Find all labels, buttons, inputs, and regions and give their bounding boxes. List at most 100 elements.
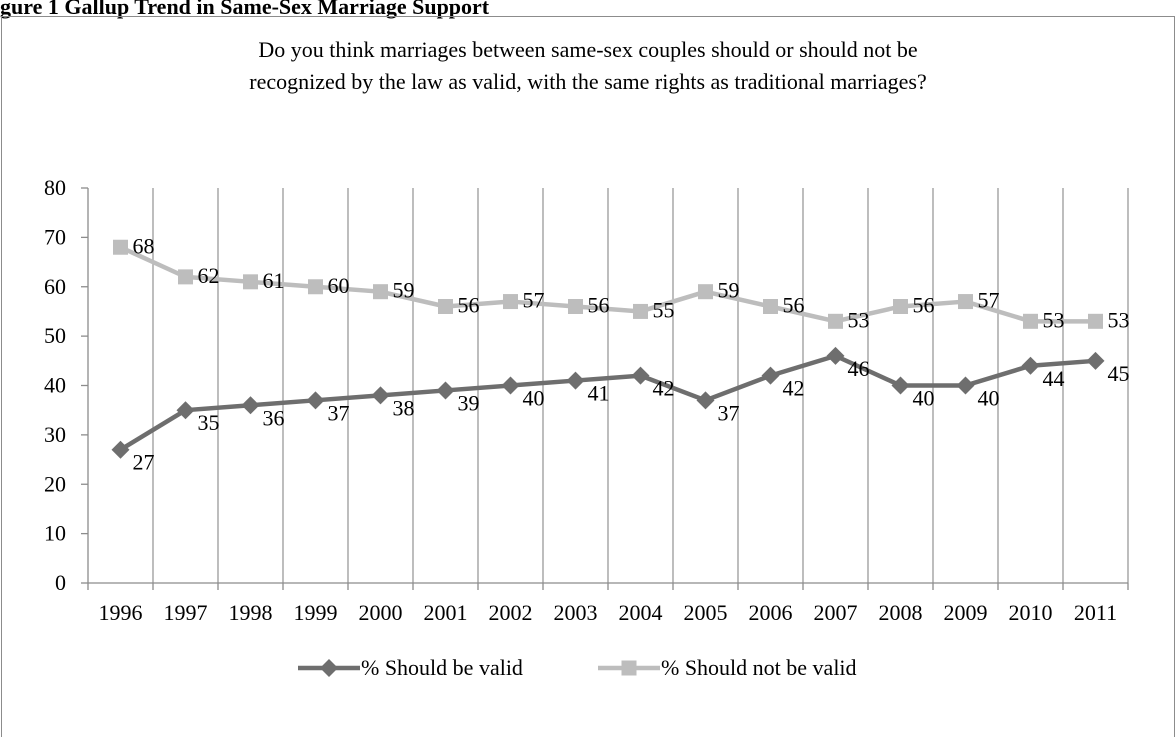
series-point	[893, 299, 908, 314]
chart-title-line-2: recognized by the law as valid, with the…	[249, 69, 927, 94]
x-tick-label: 2008	[879, 600, 923, 625]
series-point	[503, 294, 518, 310]
series-layer: 68 62 61 60 59 56 57 56 55 59 56 53 56 57 53 53 27 35 36 37…	[111, 233, 1130, 475]
legend: % Should be valid % Should not be valid	[298, 655, 857, 680]
y-tick-label: 0	[55, 570, 66, 595]
series-point	[826, 346, 845, 365]
data-label: 53	[1108, 307, 1130, 332]
data-label: 45	[1108, 361, 1130, 386]
data-label: 41	[588, 381, 610, 406]
series-point	[828, 313, 843, 329]
x-tick-label: 2004	[619, 600, 663, 625]
series-should-not-be-valid: 68 62 61 60 59 56 57 56 55 59 56 53 56 57 53 53	[113, 233, 1130, 332]
series-line	[119, 353, 1096, 452]
data-label: 56	[783, 293, 805, 318]
data-label: 53	[848, 307, 870, 332]
series-point	[1021, 356, 1040, 375]
data-label: 42	[783, 376, 805, 401]
series-point	[306, 391, 325, 410]
chart-title: Do you think marriages between same-sex …	[0, 34, 1176, 98]
data-label: 37	[718, 400, 740, 425]
data-label: 57	[978, 288, 1000, 313]
series-point	[438, 299, 453, 314]
series-point	[501, 376, 520, 395]
x-tick-label: 2011	[1074, 600, 1117, 625]
x-tick-label: 1998	[229, 600, 273, 625]
series-point	[891, 376, 910, 395]
legend-item-should-not-be-valid: % Should not be valid	[598, 655, 857, 680]
x-tick-label: 2009	[944, 600, 988, 625]
series-point	[956, 376, 975, 395]
data-label: 56	[913, 293, 935, 318]
series-point	[1088, 313, 1103, 329]
x-tick-label: 2000	[359, 600, 403, 625]
x-tick-label: 2003	[554, 600, 598, 625]
series-point	[566, 371, 585, 390]
series-point	[243, 274, 258, 290]
data-label: 55	[653, 297, 675, 322]
series-point	[1086, 351, 1105, 370]
data-label: 40	[523, 386, 545, 411]
series-point	[371, 386, 390, 405]
data-label: 59	[393, 278, 415, 303]
series-point	[621, 660, 637, 676]
series-point	[631, 366, 650, 385]
series-point	[958, 294, 973, 310]
data-label: 56	[458, 293, 480, 318]
series-point	[696, 391, 715, 410]
y-tick-label: 30	[44, 422, 66, 447]
data-label: 60	[328, 273, 350, 298]
series-line	[119, 245, 1096, 324]
series-point	[761, 366, 780, 385]
data-label: 59	[718, 278, 740, 303]
series-point	[241, 396, 260, 415]
x-tick-label: 1996	[99, 600, 143, 625]
legend-label: % Should be valid	[361, 655, 523, 680]
series-point	[176, 401, 195, 420]
data-label: 35	[198, 410, 220, 435]
data-label: 62	[198, 263, 220, 288]
chart-frame	[1, 16, 1175, 737]
data-label: 46	[848, 356, 870, 381]
chart-title-line-1: Do you think marriages between same-sex …	[258, 37, 918, 62]
series-point	[113, 239, 128, 255]
series-point	[373, 284, 388, 300]
x-tick-label: 2001	[424, 600, 468, 625]
y-tick-label: 80	[44, 175, 66, 200]
data-label: 57	[523, 288, 545, 313]
series-point	[111, 440, 130, 459]
x-tick-label: 2007	[814, 600, 858, 625]
figure-header: gure 1 Gallup Trend in Same-Sex Marriage…	[0, 0, 490, 19]
y-tick-label: 70	[44, 224, 66, 249]
x-tick-label: 2010	[1009, 600, 1053, 625]
data-label: 56	[588, 293, 610, 318]
series-point	[320, 659, 338, 677]
axes: 0 10 20 30 40 50 60 70 80 1996 1997 1998 1999 2000 200…	[44, 175, 1129, 625]
y-tick-label: 60	[44, 274, 66, 299]
series-point	[436, 381, 455, 400]
data-label: 42	[653, 376, 675, 401]
series-point	[763, 299, 778, 314]
x-tick-label: 1997	[164, 600, 208, 625]
series-point	[178, 269, 193, 285]
y-tick-label: 10	[44, 521, 66, 546]
x-tick-label: 2006	[749, 600, 793, 625]
x-tick-label: 2005	[684, 600, 728, 625]
y-tick-label: 20	[44, 471, 66, 496]
series-point	[698, 284, 713, 300]
data-label: 44	[1043, 366, 1065, 391]
data-label: 61	[263, 268, 285, 293]
grid-lines	[152, 188, 1129, 583]
data-label: 37	[328, 400, 350, 425]
series-point	[568, 299, 583, 314]
series-point	[633, 303, 648, 319]
data-label: 68	[133, 233, 155, 258]
x-tick-label: 1999	[294, 600, 338, 625]
data-label: 27	[133, 450, 155, 475]
data-label: 39	[458, 390, 480, 415]
y-tick-label: 40	[44, 373, 66, 398]
data-label: 36	[263, 405, 285, 430]
series-point	[1023, 313, 1038, 329]
data-label: 40	[978, 386, 1000, 411]
